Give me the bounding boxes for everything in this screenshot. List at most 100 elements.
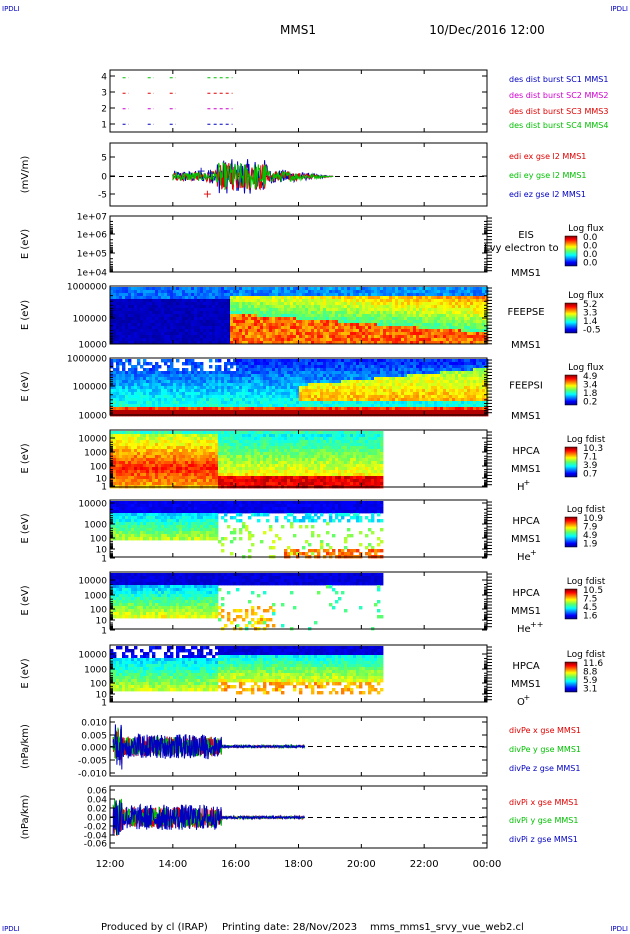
p4-cell bbox=[161, 317, 165, 321]
p4-cell bbox=[248, 293, 252, 297]
p5-cell bbox=[323, 395, 327, 399]
p5-cell bbox=[353, 395, 357, 399]
p5-cell bbox=[233, 407, 237, 411]
p1-legend-2: des dist burst SC2 MMS2 bbox=[509, 91, 608, 100]
p5-cell bbox=[254, 383, 258, 387]
p4-cell bbox=[221, 311, 225, 315]
p4-cell bbox=[344, 302, 348, 306]
p4-cell bbox=[191, 302, 195, 306]
p5-cell bbox=[389, 404, 393, 408]
p5-cell bbox=[191, 398, 195, 402]
p5-cell bbox=[347, 386, 351, 390]
p4-cell bbox=[206, 293, 210, 297]
p4-cell bbox=[353, 305, 357, 309]
p4-cell bbox=[254, 296, 258, 300]
p4-cell bbox=[233, 296, 237, 300]
p4-cell bbox=[356, 335, 360, 339]
p4-cell bbox=[299, 329, 303, 333]
p4-cell bbox=[350, 338, 354, 342]
p4-cell bbox=[197, 308, 201, 312]
p5-cell bbox=[185, 395, 189, 399]
p4-cell bbox=[221, 287, 225, 291]
p5-cell bbox=[359, 374, 363, 378]
p4-cell bbox=[116, 290, 120, 294]
p4-cell bbox=[113, 290, 117, 294]
p5-cell bbox=[389, 359, 393, 363]
p4-cell bbox=[482, 332, 486, 336]
p5-cell bbox=[440, 383, 444, 387]
p4-cell bbox=[155, 302, 159, 306]
p5-cell bbox=[203, 377, 207, 381]
p5-cell bbox=[452, 380, 456, 384]
p5-cell bbox=[113, 383, 117, 387]
p5-cell bbox=[368, 377, 372, 381]
p4-cell bbox=[212, 320, 216, 324]
p4-cell bbox=[278, 329, 282, 333]
p4-cell bbox=[179, 287, 183, 291]
p4-cell bbox=[467, 293, 471, 297]
p4-cell bbox=[122, 290, 126, 294]
p4-cell bbox=[419, 299, 423, 303]
p4-cell bbox=[242, 335, 246, 339]
p5-cell bbox=[395, 404, 399, 408]
p5-cell bbox=[197, 365, 201, 369]
p4-cell bbox=[269, 314, 273, 318]
p4-cell bbox=[161, 293, 165, 297]
p5-cell bbox=[245, 395, 249, 399]
p4-cell bbox=[275, 332, 279, 336]
p5-cell bbox=[314, 395, 318, 399]
p5-cell bbox=[479, 389, 483, 393]
p5-cell bbox=[254, 377, 258, 381]
p4-cell bbox=[371, 329, 375, 333]
p5-cell bbox=[242, 368, 246, 372]
p4-cell bbox=[119, 308, 123, 312]
p4-cell bbox=[299, 308, 303, 312]
p5-cell bbox=[167, 401, 171, 405]
p5-cell bbox=[266, 395, 270, 399]
p4-cell bbox=[272, 299, 276, 303]
p5-cell bbox=[140, 380, 144, 384]
p5-cell bbox=[149, 377, 153, 381]
p5-cell bbox=[305, 377, 309, 381]
p5-cell bbox=[245, 401, 249, 405]
p5-cell bbox=[164, 374, 168, 378]
p4-cell bbox=[311, 335, 315, 339]
p4-cell bbox=[239, 329, 243, 333]
p5-cell bbox=[125, 395, 129, 399]
p4-cell bbox=[476, 326, 480, 330]
p5-cell bbox=[224, 401, 228, 405]
p5-cell bbox=[131, 383, 135, 387]
p4-cell bbox=[359, 305, 363, 309]
p4-cell bbox=[119, 326, 123, 330]
p5-cell bbox=[251, 383, 255, 387]
p4-cell bbox=[413, 302, 417, 306]
p4-cell bbox=[323, 338, 327, 342]
p5-cell bbox=[197, 371, 201, 375]
p4-cell bbox=[413, 308, 417, 312]
p4-cell bbox=[332, 317, 336, 321]
p4-cell bbox=[410, 338, 414, 342]
p4-cell bbox=[248, 290, 252, 294]
p5-cell bbox=[371, 395, 375, 399]
p5-cell bbox=[413, 359, 417, 363]
p5-cell bbox=[428, 410, 432, 414]
p5-cell bbox=[446, 365, 450, 369]
p5-cell bbox=[269, 380, 273, 384]
p4-cell bbox=[248, 341, 252, 345]
p5-cell bbox=[239, 407, 243, 411]
p5-cell bbox=[455, 386, 459, 390]
p5-cell bbox=[389, 386, 393, 390]
p5-cell bbox=[143, 392, 147, 396]
p5-cell bbox=[230, 386, 234, 390]
p5-cell bbox=[137, 362, 141, 366]
p5-cell bbox=[128, 374, 132, 378]
p5-cell bbox=[344, 365, 348, 369]
p4-cell bbox=[287, 323, 291, 327]
p5-cell bbox=[191, 368, 195, 372]
p4-cell bbox=[287, 317, 291, 321]
p4-cell bbox=[203, 296, 207, 300]
p5-cell bbox=[422, 377, 426, 381]
p5-cell bbox=[260, 407, 264, 411]
p5-cell bbox=[440, 398, 444, 402]
p4-cell bbox=[209, 341, 213, 345]
